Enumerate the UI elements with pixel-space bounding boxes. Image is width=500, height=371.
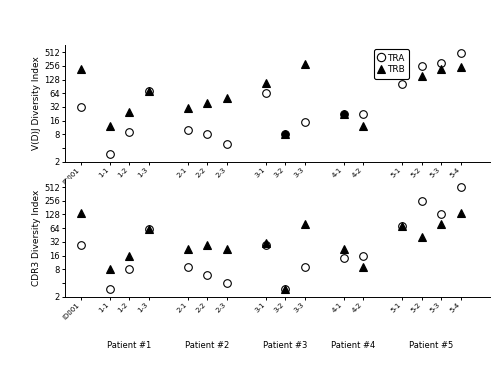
Text: Patient #2: Patient #2 <box>185 341 230 350</box>
Y-axis label: V(D)J Diversity Index: V(D)J Diversity Index <box>32 56 42 150</box>
Text: Patient #4: Patient #4 <box>332 341 376 350</box>
Y-axis label: CDR3 Diversity Index: CDR3 Diversity Index <box>32 190 42 286</box>
Legend: TRA, TRB: TRA, TRB <box>374 49 409 79</box>
Text: Patient #1: Patient #1 <box>107 341 152 350</box>
Text: Patient #5: Patient #5 <box>410 341 454 350</box>
Text: Patient #3: Patient #3 <box>263 341 308 350</box>
